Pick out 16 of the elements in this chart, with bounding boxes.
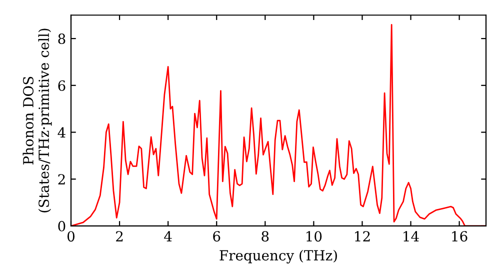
x-tick-label: 4 <box>164 231 172 242</box>
x-tick-label: 14 <box>404 231 419 242</box>
y-axis-title: Phonon DOS (States/THz·primitive cell) <box>22 28 52 212</box>
x-tick-label: 12 <box>355 231 370 242</box>
y-tick-label: 0 <box>58 220 66 232</box>
x-axis-title: Frequency (THz) <box>220 250 337 264</box>
x-tick-label: 0 <box>67 231 74 242</box>
y-tick-label: 2 <box>58 174 65 184</box>
x-tick-label: 10 <box>306 231 322 242</box>
y-tick-label: 6 <box>58 80 66 91</box>
y-tick-label: 4 <box>58 127 66 138</box>
x-tick-label: 16 <box>452 231 468 242</box>
y-tick-label: 8 <box>58 34 66 44</box>
x-tick-label: 2 <box>116 231 123 242</box>
x-tick-label: 6 <box>213 231 220 242</box>
x-tick-label: 8 <box>262 231 269 242</box>
